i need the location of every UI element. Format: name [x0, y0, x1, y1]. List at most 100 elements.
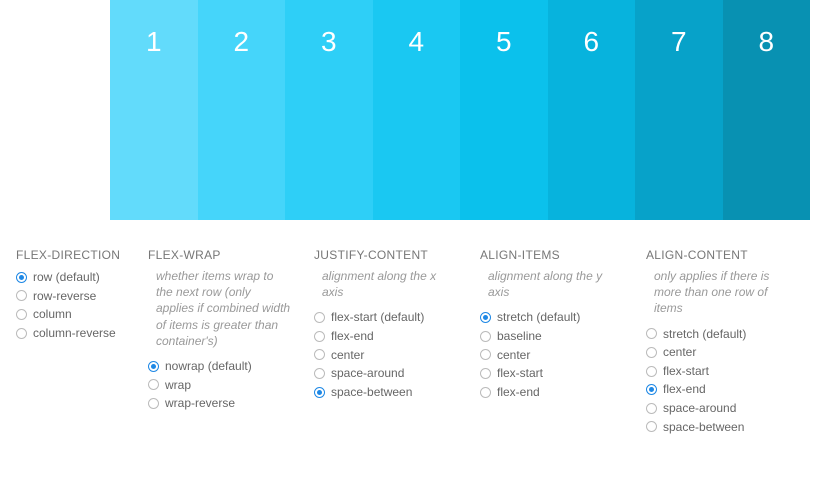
radio-label: flex-start (default): [331, 308, 424, 327]
radio-label: stretch (default): [497, 308, 580, 327]
radio-icon[interactable]: [646, 384, 657, 395]
radio-label: flex-start: [497, 364, 543, 383]
radio-icon[interactable]: [314, 331, 325, 342]
radio-option[interactable]: column: [16, 305, 126, 324]
radio-icon[interactable]: [148, 379, 159, 390]
flex-item-label: 8: [758, 26, 774, 220]
radio-option[interactable]: wrap-reverse: [148, 394, 292, 413]
flex-item: 7: [635, 0, 723, 220]
control-description: alignment along the y axis: [488, 268, 624, 300]
flex-item: 4: [373, 0, 461, 220]
flex-item: 2: [198, 0, 286, 220]
control-title: ALIGN-CONTENT: [646, 248, 790, 262]
radio-label: column: [33, 305, 72, 324]
radio-option[interactable]: space-around: [646, 399, 790, 418]
radio-option[interactable]: space-between: [314, 383, 458, 402]
radio-option[interactable]: baseline: [480, 327, 624, 346]
flex-controls: FLEX-DIRECTIONrow (default)row-reverseco…: [0, 220, 828, 436]
radio-option[interactable]: flex-start (default): [314, 308, 458, 327]
radio-icon[interactable]: [314, 312, 325, 323]
control-title: FLEX-WRAP: [148, 248, 292, 262]
radio-label: space-around: [331, 364, 404, 383]
flex-demo-row: 12345678: [110, 0, 810, 220]
radio-icon[interactable]: [646, 421, 657, 432]
radio-icon[interactable]: [480, 331, 491, 342]
flex-item-label: 1: [146, 26, 162, 220]
control-description: only applies if there is more than one r…: [654, 268, 790, 317]
radio-option[interactable]: row (default): [16, 268, 126, 287]
radio-option[interactable]: flex-end: [314, 327, 458, 346]
flex-item-label: 4: [408, 26, 424, 220]
radio-label: center: [663, 343, 696, 362]
radio-label: wrap: [165, 376, 191, 395]
radio-option[interactable]: stretch (default): [480, 308, 624, 327]
control-title: ALIGN-ITEMS: [480, 248, 624, 262]
radio-label: space-between: [331, 383, 412, 402]
flex-item-label: 5: [496, 26, 512, 220]
radio-icon[interactable]: [16, 328, 27, 339]
radio-option[interactable]: flex-start: [480, 364, 624, 383]
radio-icon[interactable]: [314, 387, 325, 398]
radio-option[interactable]: space-between: [646, 418, 790, 437]
flex-item-label: 7: [671, 26, 687, 220]
radio-option[interactable]: stretch (default): [646, 325, 790, 344]
radio-option[interactable]: center: [480, 346, 624, 365]
radio-icon[interactable]: [314, 349, 325, 360]
control-description: whether items wrap to the next row (only…: [156, 268, 292, 349]
radio-option[interactable]: wrap: [148, 376, 292, 395]
radio-icon[interactable]: [148, 398, 159, 409]
radio-icon[interactable]: [16, 309, 27, 320]
flex-item-label: 3: [321, 26, 337, 220]
radio-option[interactable]: center: [646, 343, 790, 362]
radio-icon[interactable]: [314, 368, 325, 379]
radio-option[interactable]: flex-end: [480, 383, 624, 402]
radio-label: nowrap (default): [165, 357, 252, 376]
radio-label: baseline: [497, 327, 542, 346]
radio-icon[interactable]: [480, 312, 491, 323]
radio-label: flex-end: [497, 383, 540, 402]
radio-label: column-reverse: [33, 324, 116, 343]
control-column: FLEX-WRAP whether items wrap to the next …: [148, 248, 292, 436]
radio-option[interactable]: space-around: [314, 364, 458, 383]
radio-icon[interactable]: [646, 366, 657, 377]
flex-item: 8: [723, 0, 811, 220]
flex-item: 6: [548, 0, 636, 220]
control-title: FLEX-DIRECTION: [16, 248, 126, 262]
radio-option[interactable]: center: [314, 346, 458, 365]
radio-label: flex-end: [331, 327, 374, 346]
radio-option[interactable]: flex-end: [646, 380, 790, 399]
control-column: FLEX-DIRECTIONrow (default)row-reverseco…: [16, 248, 126, 436]
radio-option[interactable]: nowrap (default): [148, 357, 292, 376]
flex-item: 3: [285, 0, 373, 220]
control-column: ALIGN-CONTENT only applies if there is mo…: [646, 248, 790, 436]
radio-icon[interactable]: [480, 349, 491, 360]
radio-icon[interactable]: [646, 403, 657, 414]
control-column: JUSTIFY-CONTENT alignment along the x axi…: [314, 248, 458, 436]
radio-option[interactable]: flex-start: [646, 362, 790, 381]
radio-option[interactable]: column-reverse: [16, 324, 126, 343]
flex-item: 1: [110, 0, 198, 220]
radio-option[interactable]: row-reverse: [16, 287, 126, 306]
radio-icon[interactable]: [16, 272, 27, 283]
flex-item-label: 2: [233, 26, 249, 220]
radio-label: space-around: [663, 399, 736, 418]
radio-icon[interactable]: [646, 347, 657, 358]
radio-label: flex-end: [663, 380, 706, 399]
radio-icon[interactable]: [646, 328, 657, 339]
flex-item: 5: [460, 0, 548, 220]
flex-item-label: 6: [583, 26, 599, 220]
control-description: alignment along the x axis: [322, 268, 458, 300]
radio-label: flex-start: [663, 362, 709, 381]
radio-icon[interactable]: [148, 361, 159, 372]
radio-label: wrap-reverse: [165, 394, 235, 413]
radio-icon[interactable]: [480, 387, 491, 398]
radio-label: center: [497, 346, 530, 365]
control-title: JUSTIFY-CONTENT: [314, 248, 458, 262]
radio-label: row-reverse: [33, 287, 96, 306]
radio-label: stretch (default): [663, 325, 746, 344]
radio-icon[interactable]: [480, 368, 491, 379]
radio-icon[interactable]: [16, 290, 27, 301]
radio-label: center: [331, 346, 364, 365]
radio-label: row (default): [33, 268, 100, 287]
radio-label: space-between: [663, 418, 744, 437]
